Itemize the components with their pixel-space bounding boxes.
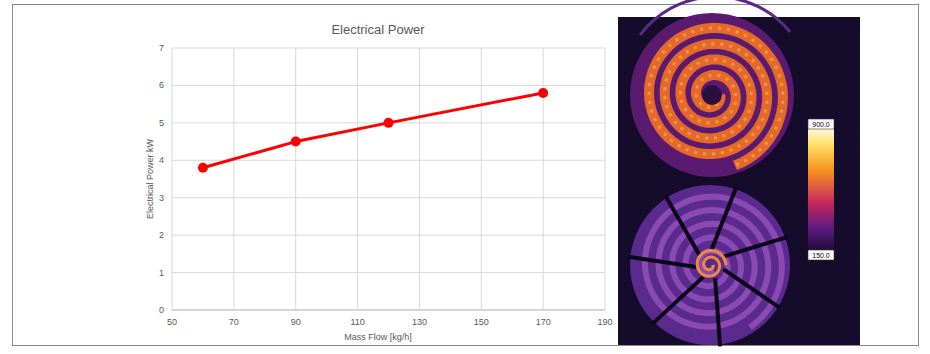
x-grid-line <box>605 48 606 310</box>
x-grid-line <box>172 48 173 310</box>
heater-coil <box>649 28 783 165</box>
x-tick-label: 70 <box>229 317 239 327</box>
y-tick-label: 6 <box>159 80 164 90</box>
x-tick-label: 150 <box>474 317 489 327</box>
colorbar <box>808 124 834 255</box>
heater-rim <box>640 0 790 35</box>
x-grid-line <box>295 48 296 310</box>
heater-bottom <box>630 185 790 345</box>
heater-center <box>702 85 722 105</box>
x-grid-line <box>419 48 420 310</box>
x-grid-line <box>233 48 234 310</box>
heater-crack <box>628 257 696 267</box>
x-tick-label: 170 <box>536 317 551 327</box>
colorbar-tick-label: 150.0 <box>812 252 830 259</box>
heater-crack <box>666 196 700 255</box>
data-point <box>384 118 394 128</box>
heater-crack <box>711 187 736 251</box>
thermal-image: 900.0 150.0 <box>618 0 860 346</box>
colorbar-tick <box>808 119 834 129</box>
y-tick-label: 2 <box>159 230 164 240</box>
heater-crack <box>653 277 703 323</box>
x-tick-label: 110 <box>350 317 364 327</box>
data-point <box>538 88 548 98</box>
data-point <box>291 137 301 147</box>
x-tick-label: 50 <box>167 317 177 327</box>
y-grid-line <box>172 272 605 273</box>
heater-top <box>630 13 794 177</box>
y-tick-label: 4 <box>159 155 164 165</box>
image-background <box>618 17 860 345</box>
colorbar-tick-label: 900.0 <box>812 121 830 128</box>
x-axis-label: Mass Flow [kg/h] <box>344 332 412 342</box>
x-tick-label: 130 <box>412 317 427 327</box>
data-line <box>203 93 543 168</box>
y-tick-label: 1 <box>159 268 164 278</box>
y-tick-label: 7 <box>159 43 164 53</box>
y-tick-label: 5 <box>159 118 164 128</box>
chart-title: Electrical Power <box>331 22 425 37</box>
heater-crack <box>723 269 780 308</box>
y-grid-line <box>172 160 605 161</box>
y-axis-label: Electrical Power kW <box>145 138 155 219</box>
y-tick-label: 0 <box>159 305 164 315</box>
x-tick-label: 190 <box>597 317 612 327</box>
heater-crack <box>722 237 788 257</box>
page: 50 70 90 110 130 150 170 190 0 1 2 3 4 5 6 7 Electrical … <box>0 0 930 354</box>
x-grid-line <box>481 48 482 310</box>
y-grid-line <box>172 197 605 198</box>
heater-coil-hot <box>649 28 783 165</box>
y-grid-line <box>172 85 605 86</box>
y-tick-label: 3 <box>159 193 164 203</box>
grid <box>172 48 605 310</box>
x-axis-line <box>172 310 605 311</box>
y-grid-line <box>172 310 605 311</box>
figure: 50 70 90 110 130 150 170 190 0 1 2 3 4 5 6 7 Electrical … <box>0 0 930 354</box>
x-tick-label: 90 <box>291 317 301 327</box>
y-grid-line <box>172 48 605 49</box>
data-point <box>198 163 208 173</box>
x-grid-line <box>357 48 358 310</box>
frame <box>13 5 919 346</box>
plot-area <box>198 88 548 173</box>
x-grid-line <box>543 48 544 310</box>
colorbar-tick <box>808 250 834 260</box>
heater-crack <box>715 278 720 346</box>
heater-center <box>697 251 726 277</box>
y-grid-line <box>172 235 605 236</box>
